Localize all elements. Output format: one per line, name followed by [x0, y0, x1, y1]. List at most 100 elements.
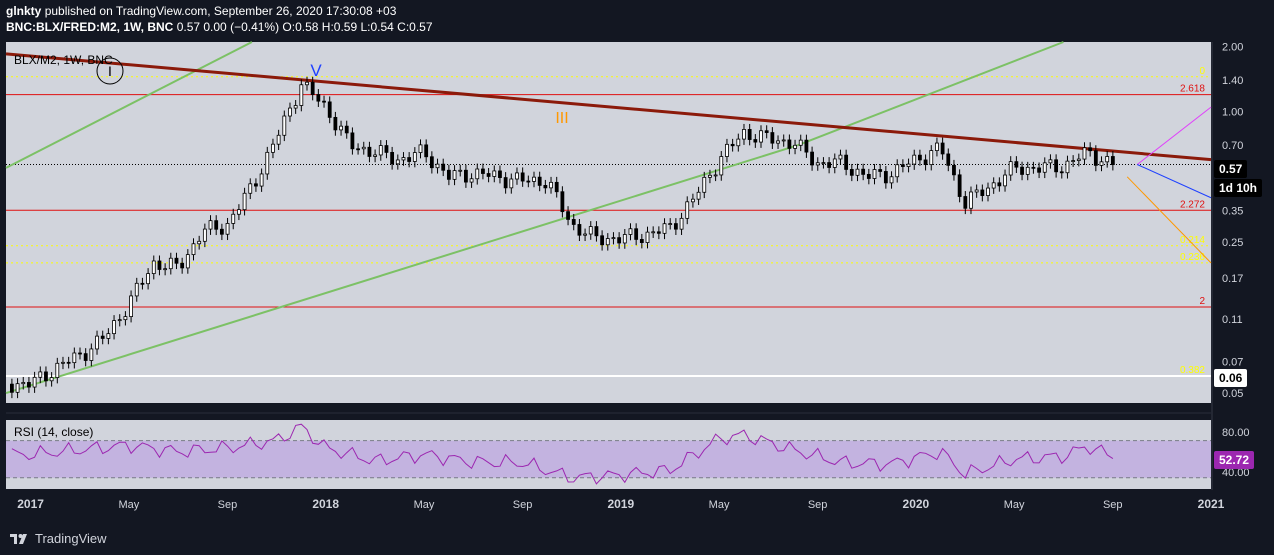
candle-body — [395, 159, 400, 165]
chart-legend-symbol: BLX/M2, 1W, BNC — [14, 53, 113, 67]
candle-body — [656, 231, 661, 234]
candle-body — [361, 146, 366, 150]
time-axis-label: 2018 — [312, 497, 339, 511]
time-axis-label: 2021 — [1198, 497, 1225, 511]
candle-body — [532, 176, 536, 182]
time-axis-label: 2020 — [903, 497, 930, 511]
candle-body — [889, 176, 894, 184]
wave-v-label: V — [310, 61, 322, 80]
candle-body — [679, 217, 684, 230]
candle-body — [100, 335, 105, 339]
candle-body — [742, 129, 746, 140]
rsi-band — [6, 440, 1211, 478]
candle-body — [866, 173, 871, 179]
candle-body — [129, 295, 133, 317]
candle-body — [38, 371, 43, 378]
candle-body — [117, 319, 122, 322]
candle-body — [588, 226, 593, 235]
rsi-value-tag: 52.72 — [1214, 451, 1255, 469]
candle-body — [49, 377, 54, 382]
candle-body — [918, 154, 922, 161]
candle-body — [793, 144, 797, 149]
candle-body — [628, 228, 633, 235]
candle-body — [997, 182, 1002, 187]
candle-body — [27, 382, 31, 388]
candle-body — [685, 201, 690, 219]
author-name[interactable]: glnkty — [6, 4, 42, 18]
price-pane — [6, 42, 1211, 403]
candle-body — [265, 151, 270, 175]
candle-body — [83, 353, 88, 361]
rsi-line — [11, 423, 1114, 485]
candle-body — [730, 143, 735, 147]
candle-body — [140, 282, 145, 285]
candle-body — [276, 134, 281, 145]
candle-body — [946, 153, 951, 166]
price-tick-label: 0.25 — [1222, 237, 1243, 249]
time-axis-label: May — [709, 499, 730, 511]
resistance-trendline — [5, 52, 1212, 162]
candle-body — [549, 181, 553, 189]
candle-body — [254, 183, 258, 187]
candles-group — [10, 76, 1115, 399]
candle-body — [986, 187, 990, 196]
candle-body — [912, 154, 917, 165]
candle-body — [180, 262, 185, 269]
candle-body — [673, 223, 678, 230]
candle-body — [106, 333, 111, 339]
candle-body — [123, 316, 128, 321]
candle-body — [702, 176, 707, 193]
candle-body — [202, 228, 207, 242]
candle-body — [214, 220, 219, 230]
candle-body — [855, 168, 860, 176]
candle-body — [526, 180, 531, 183]
fib-level-label: 2.618 — [1180, 84, 1205, 95]
candle-body — [407, 157, 412, 162]
candle-body — [691, 198, 695, 203]
price-chart[interactable]: 2.00 1.40 1.00 0.70 0.35 0.25 0.17 0.11 0.07 0.05… — [0, 0, 1274, 525]
candle-body — [10, 383, 14, 393]
candle-body — [225, 223, 230, 235]
candle-body — [89, 348, 94, 361]
candle-body — [61, 361, 65, 364]
candle-body — [878, 169, 883, 172]
candle-body — [282, 115, 287, 136]
candle-body — [725, 143, 729, 157]
candle-body — [412, 152, 417, 162]
candle-body — [32, 376, 37, 388]
candle-body — [543, 185, 548, 189]
candle-body — [781, 139, 786, 142]
candle-body — [464, 169, 468, 183]
candle-body — [991, 182, 996, 189]
candle-body — [1003, 174, 1007, 187]
projection-down-line — [1126, 176, 1212, 264]
candle-body — [55, 362, 60, 378]
candle-body — [1088, 147, 1093, 152]
time-axis-label: Sep — [513, 499, 533, 511]
candle-body — [242, 192, 247, 211]
candle-body — [1093, 150, 1098, 166]
candle-body — [435, 163, 440, 169]
candle-body — [95, 335, 99, 350]
candle-body — [248, 183, 253, 194]
tradingview-logo[interactable]: TradingView — [10, 531, 107, 546]
candle-body — [810, 151, 814, 166]
candle-body — [339, 125, 343, 131]
candle-body — [1037, 167, 1041, 173]
time-axis-label: Sep — [218, 499, 238, 511]
candle-body — [191, 243, 196, 256]
candle-body — [600, 235, 605, 246]
price-tick-label: 2.00 — [1222, 42, 1243, 54]
candle-body — [492, 170, 497, 177]
fib-level-label: 0.236 — [1180, 252, 1205, 263]
candle-body — [1054, 159, 1059, 173]
time-axis-label: Sep — [1103, 499, 1123, 511]
channel-lower-line — [5, 144, 799, 395]
candle-body — [611, 237, 616, 240]
publish-line: glnkty published on TradingView.com, Sep… — [6, 4, 396, 18]
candle-body — [969, 191, 973, 209]
candle-body — [498, 170, 502, 178]
candle-body — [418, 144, 423, 153]
candle-body — [112, 320, 116, 335]
candle-body — [1076, 158, 1081, 161]
